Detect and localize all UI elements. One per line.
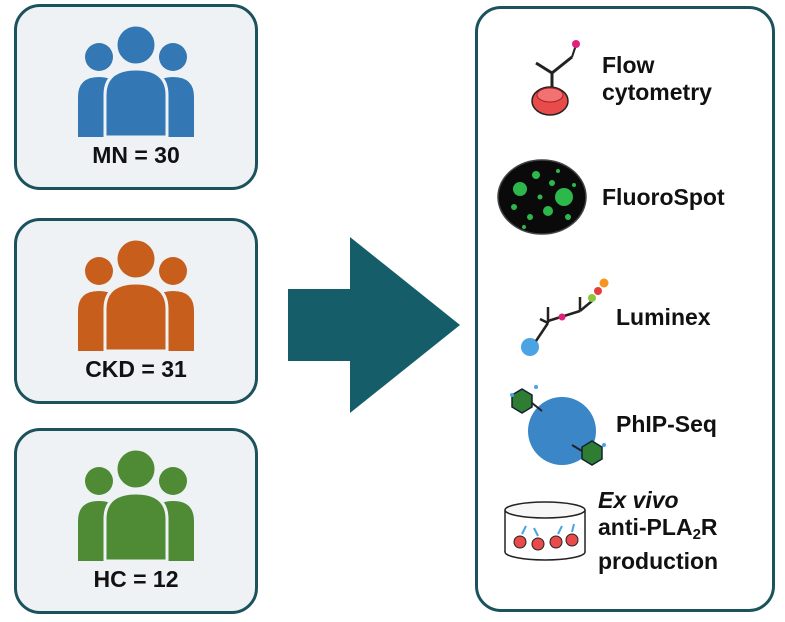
assay-label-phip-seq: PhIP-Seq — [616, 410, 717, 437]
assay-label-flow-line1: Flow — [602, 52, 655, 78]
arrow-right-icon — [288, 237, 460, 413]
assay-flow-cytometry: Flow cytometry — [518, 37, 712, 121]
assay-fluorospot: FluoroSpot — [496, 159, 725, 235]
people-icon — [78, 239, 194, 351]
people-icon — [78, 449, 194, 561]
cohort-label-mn: MN = 30 — [92, 142, 180, 168]
assay-label-fluorospot: FluoroSpot — [602, 183, 725, 210]
assay-label-luminex: Luminex — [616, 303, 711, 330]
assay-label-flow-line2: cytometry — [602, 79, 712, 105]
cohort-box-hc: HC = 12 — [14, 428, 258, 614]
fluorospot-well-icon — [497, 159, 587, 235]
assay-phip-seq: PhIP-Seq — [500, 375, 717, 473]
cohort-box-ckd: CKD = 31 — [14, 218, 258, 404]
cohort-label-hc: HC = 12 — [93, 566, 179, 592]
assay-panel: Flow cytometry FluoroSpot — [475, 6, 775, 612]
luminex-bead-icon — [521, 278, 609, 356]
assay-label-exvivo-line3: production — [598, 548, 719, 574]
cohort-label-ckd: CKD = 31 — [85, 356, 187, 382]
people-icon — [78, 25, 194, 137]
assay-label-exvivo-line1: Ex vivo — [598, 487, 679, 513]
culture-dish-icon — [504, 501, 586, 561]
assay-luminex: Luminex — [518, 271, 711, 363]
phage-display-icon — [510, 385, 606, 466]
cohort-box-mn: MN = 30 — [14, 4, 258, 190]
flow-cytometry-icon — [531, 40, 580, 116]
assay-label-exvivo-line2: anti-PLA2R — [598, 514, 718, 543]
assay-ex-vivo: Ex vivo anti-PLA2R production — [500, 487, 718, 575]
